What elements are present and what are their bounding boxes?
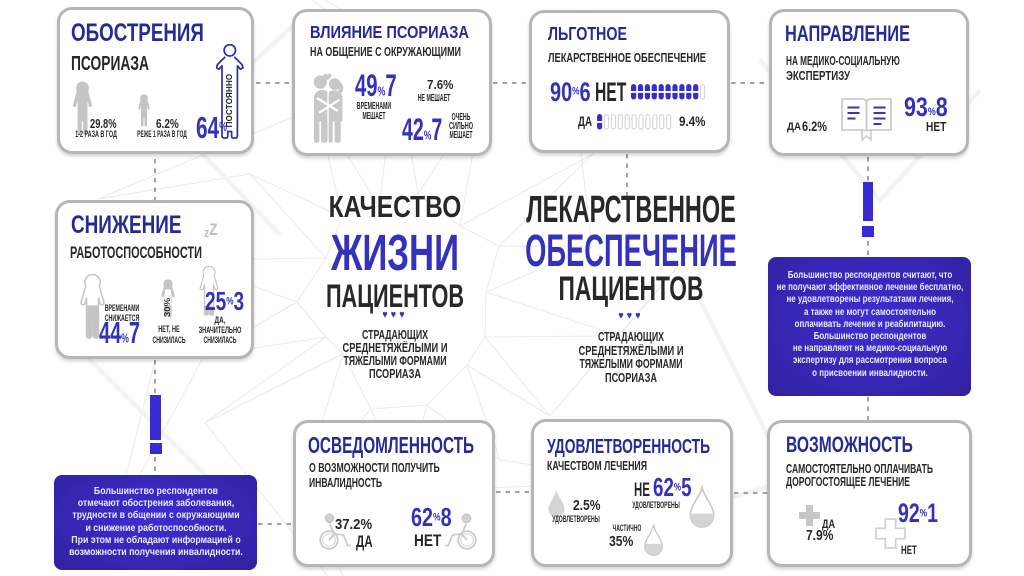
svg-text:ПОСТОЯННО: ПОСТОЯННО <box>225 74 234 128</box>
